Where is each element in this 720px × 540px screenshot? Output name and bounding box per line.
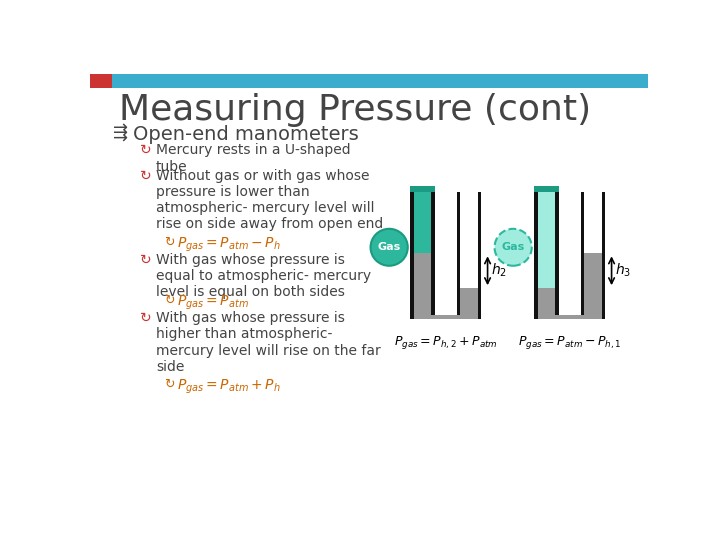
Text: ↻: ↻ [140, 253, 152, 267]
Bar [580, 192, 585, 315]
Text: ⇶: ⇶ [113, 125, 128, 143]
Bar [90, 74, 112, 88]
Bar [534, 315, 606, 319]
Circle shape [371, 229, 408, 266]
Bar [414, 315, 477, 319]
Bar [538, 288, 555, 315]
Circle shape [495, 229, 532, 266]
Text: $P_{gas} = P_{atm} + P_h$: $P_{gas} = P_{atm} + P_h$ [177, 378, 281, 396]
Bar [414, 315, 477, 319]
Bar [461, 192, 477, 315]
Text: Without gas or with gas whose
pressure is lower than
atmospheric- mercury level : Without gas or with gas whose pressure i… [156, 168, 383, 231]
Bar [538, 315, 601, 319]
Bar [414, 192, 431, 315]
Text: Gas: Gas [377, 242, 401, 252]
Bar [538, 192, 555, 288]
Text: $P_{gas} = P_{atm}$: $P_{gas} = P_{atm}$ [177, 294, 248, 312]
Text: $h_3$: $h_3$ [616, 262, 631, 280]
Bar [456, 192, 461, 315]
Bar [538, 315, 601, 319]
Bar [534, 186, 559, 192]
Bar [585, 253, 601, 315]
Text: $P_{gas} = P_{atm} - P_{h,1}$: $P_{gas} = P_{atm} - P_{h,1}$ [518, 334, 621, 352]
Text: ↻: ↻ [163, 378, 174, 391]
Bar [538, 192, 555, 315]
Text: ↻: ↻ [140, 168, 152, 183]
Bar [410, 315, 482, 319]
Bar [414, 192, 431, 253]
Bar [555, 192, 559, 315]
Bar [410, 192, 414, 315]
Text: With gas whose pressure is
equal to atmospheric- mercury
level is equal on both : With gas whose pressure is equal to atmo… [156, 253, 371, 299]
Bar [534, 192, 538, 315]
Text: $P_{gas} = P_{atm} - P_h$: $P_{gas} = P_{atm} - P_h$ [177, 236, 281, 254]
Text: Open-end manometers: Open-end manometers [132, 125, 359, 144]
Text: Mercury rests in a U-shaped
tube: Mercury rests in a U-shaped tube [156, 143, 351, 173]
Text: With gas whose pressure is
higher than atmospheric-
mercury level will rise on t: With gas whose pressure is higher than a… [156, 311, 381, 374]
Bar [431, 192, 435, 315]
Bar [410, 186, 435, 192]
Text: Gas: Gas [502, 242, 525, 252]
Bar [601, 192, 606, 315]
Text: $h_2$: $h_2$ [492, 262, 508, 280]
Text: Measuring Pressure (cont): Measuring Pressure (cont) [120, 93, 592, 127]
Text: ↻: ↻ [163, 236, 174, 249]
Bar [477, 192, 482, 315]
Bar [112, 74, 648, 88]
Text: ↻: ↻ [163, 294, 174, 307]
Text: ↻: ↻ [140, 143, 152, 157]
Bar [461, 288, 477, 315]
Text: ↻: ↻ [140, 311, 152, 325]
Text: $P_{gas} = P_{h,2} + P_{atm}$: $P_{gas} = P_{h,2} + P_{atm}$ [394, 334, 498, 352]
Bar [414, 253, 431, 315]
Bar [585, 192, 601, 315]
